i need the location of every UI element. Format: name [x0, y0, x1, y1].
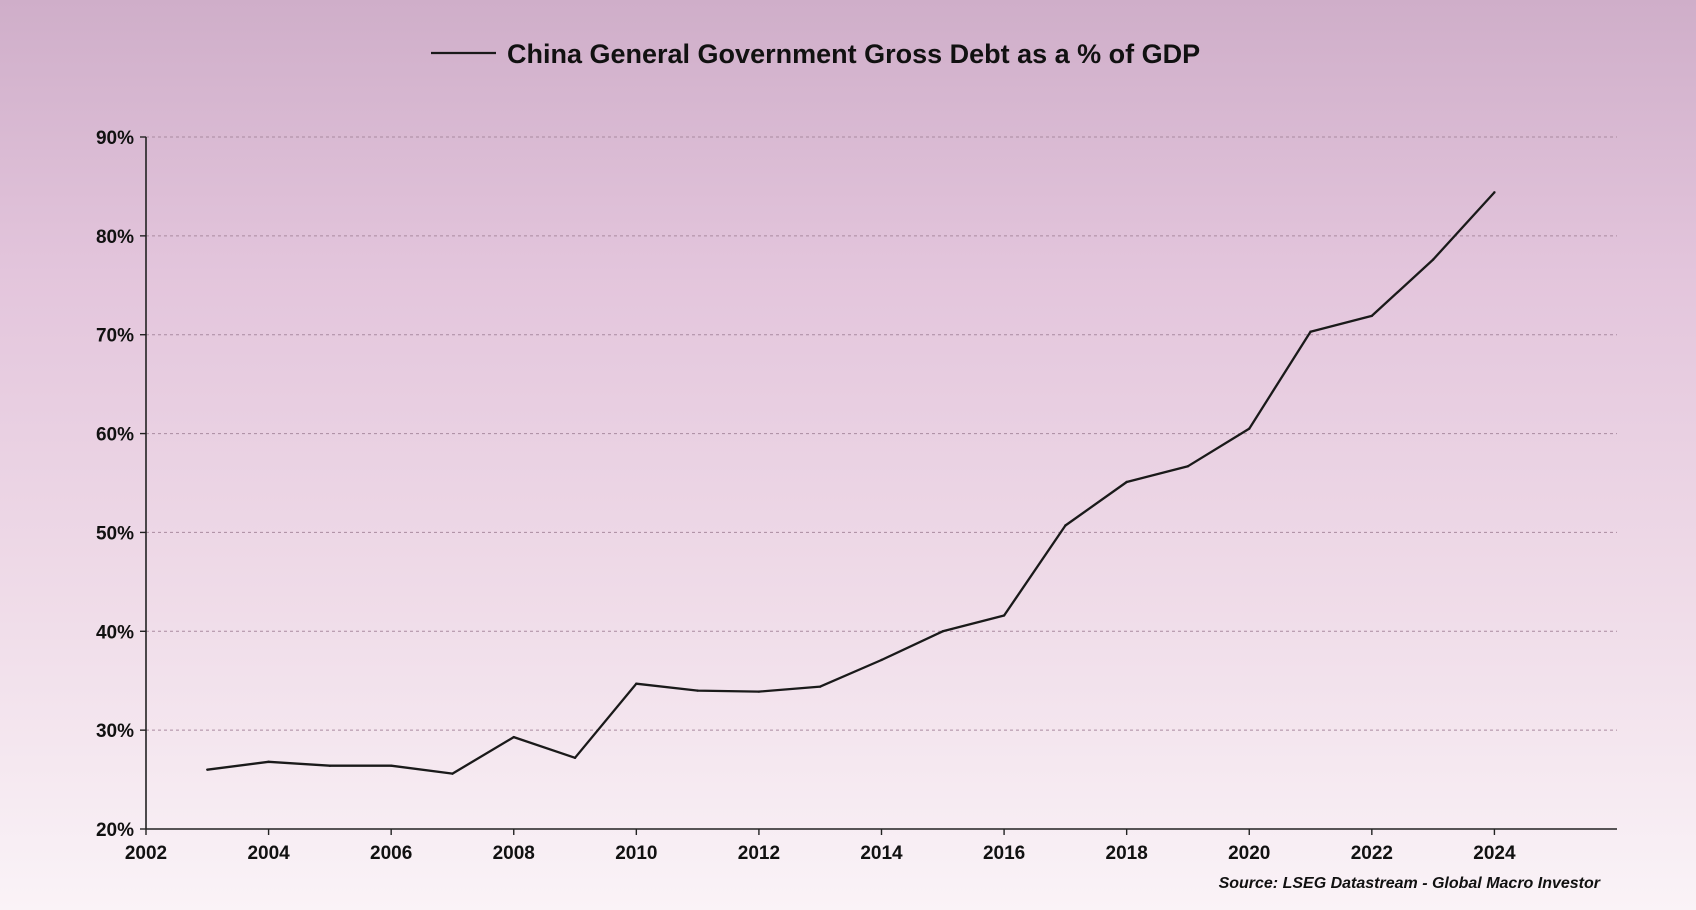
data-point — [1125, 480, 1128, 484]
data-point — [1370, 314, 1374, 318]
data-point — [819, 685, 822, 688]
series-line — [207, 191, 1496, 775]
x-tick-label: 2020 — [1228, 843, 1270, 864]
y-tick-label: 80% — [96, 227, 134, 248]
legend: China General Government Gross Debt as a… — [431, 39, 1200, 69]
x-tick-label: 2002 — [125, 843, 167, 864]
y-tick-label: 40% — [96, 622, 134, 643]
data-point — [880, 658, 883, 662]
data-points — [206, 191, 1496, 775]
data-point — [267, 760, 270, 763]
x-tick-label: 2014 — [860, 843, 903, 864]
legend-label: China General Government Gross Debt as a… — [507, 39, 1200, 69]
data-point — [696, 689, 699, 692]
data-point — [573, 756, 577, 760]
data-point — [941, 630, 944, 633]
x-tick-label: 2022 — [1351, 843, 1393, 864]
y-tick-label: 90% — [96, 128, 134, 149]
source-note: Source: LSEG Datastream - Global Macro I… — [1219, 875, 1601, 892]
y-tick-label: 50% — [96, 523, 134, 544]
x-tick-label: 2018 — [1106, 843, 1148, 864]
y-tick-label: 20% — [96, 820, 134, 841]
data-point — [1186, 464, 1190, 468]
data-point — [389, 764, 393, 767]
data-point — [328, 764, 332, 767]
y-tick-label: 30% — [96, 721, 134, 742]
data-point — [1002, 614, 1006, 617]
data-point — [635, 682, 638, 685]
data-point — [512, 735, 515, 739]
data-point — [1064, 524, 1067, 527]
x-tick-label: 2016 — [983, 843, 1025, 864]
data-point — [451, 772, 454, 775]
x-tick-label: 2004 — [247, 843, 290, 864]
y-axis-ticks: 20% 30% 40% 50% 60% 70% 80% 90% — [96, 128, 146, 841]
data-point — [1309, 330, 1312, 333]
y-tick-label: 60% — [96, 425, 134, 446]
x-axis-ticks: 2002 2004 2006 2008 2010 2012 2014 2016 2018 2020… — [125, 829, 1516, 864]
data-point — [1431, 258, 1435, 261]
x-tick-label: 2012 — [738, 843, 780, 864]
x-tick-label: 2006 — [370, 843, 412, 864]
x-tick-label: 2010 — [615, 843, 657, 864]
grid-lines — [146, 136, 1617, 731]
data-point — [757, 690, 761, 693]
data-point — [206, 768, 209, 771]
x-tick-label: 2008 — [493, 843, 535, 864]
data-point — [1493, 191, 1496, 194]
data-point — [1248, 427, 1251, 430]
x-tick-label: 2024 — [1473, 843, 1516, 864]
y-tick-label: 70% — [96, 326, 134, 347]
